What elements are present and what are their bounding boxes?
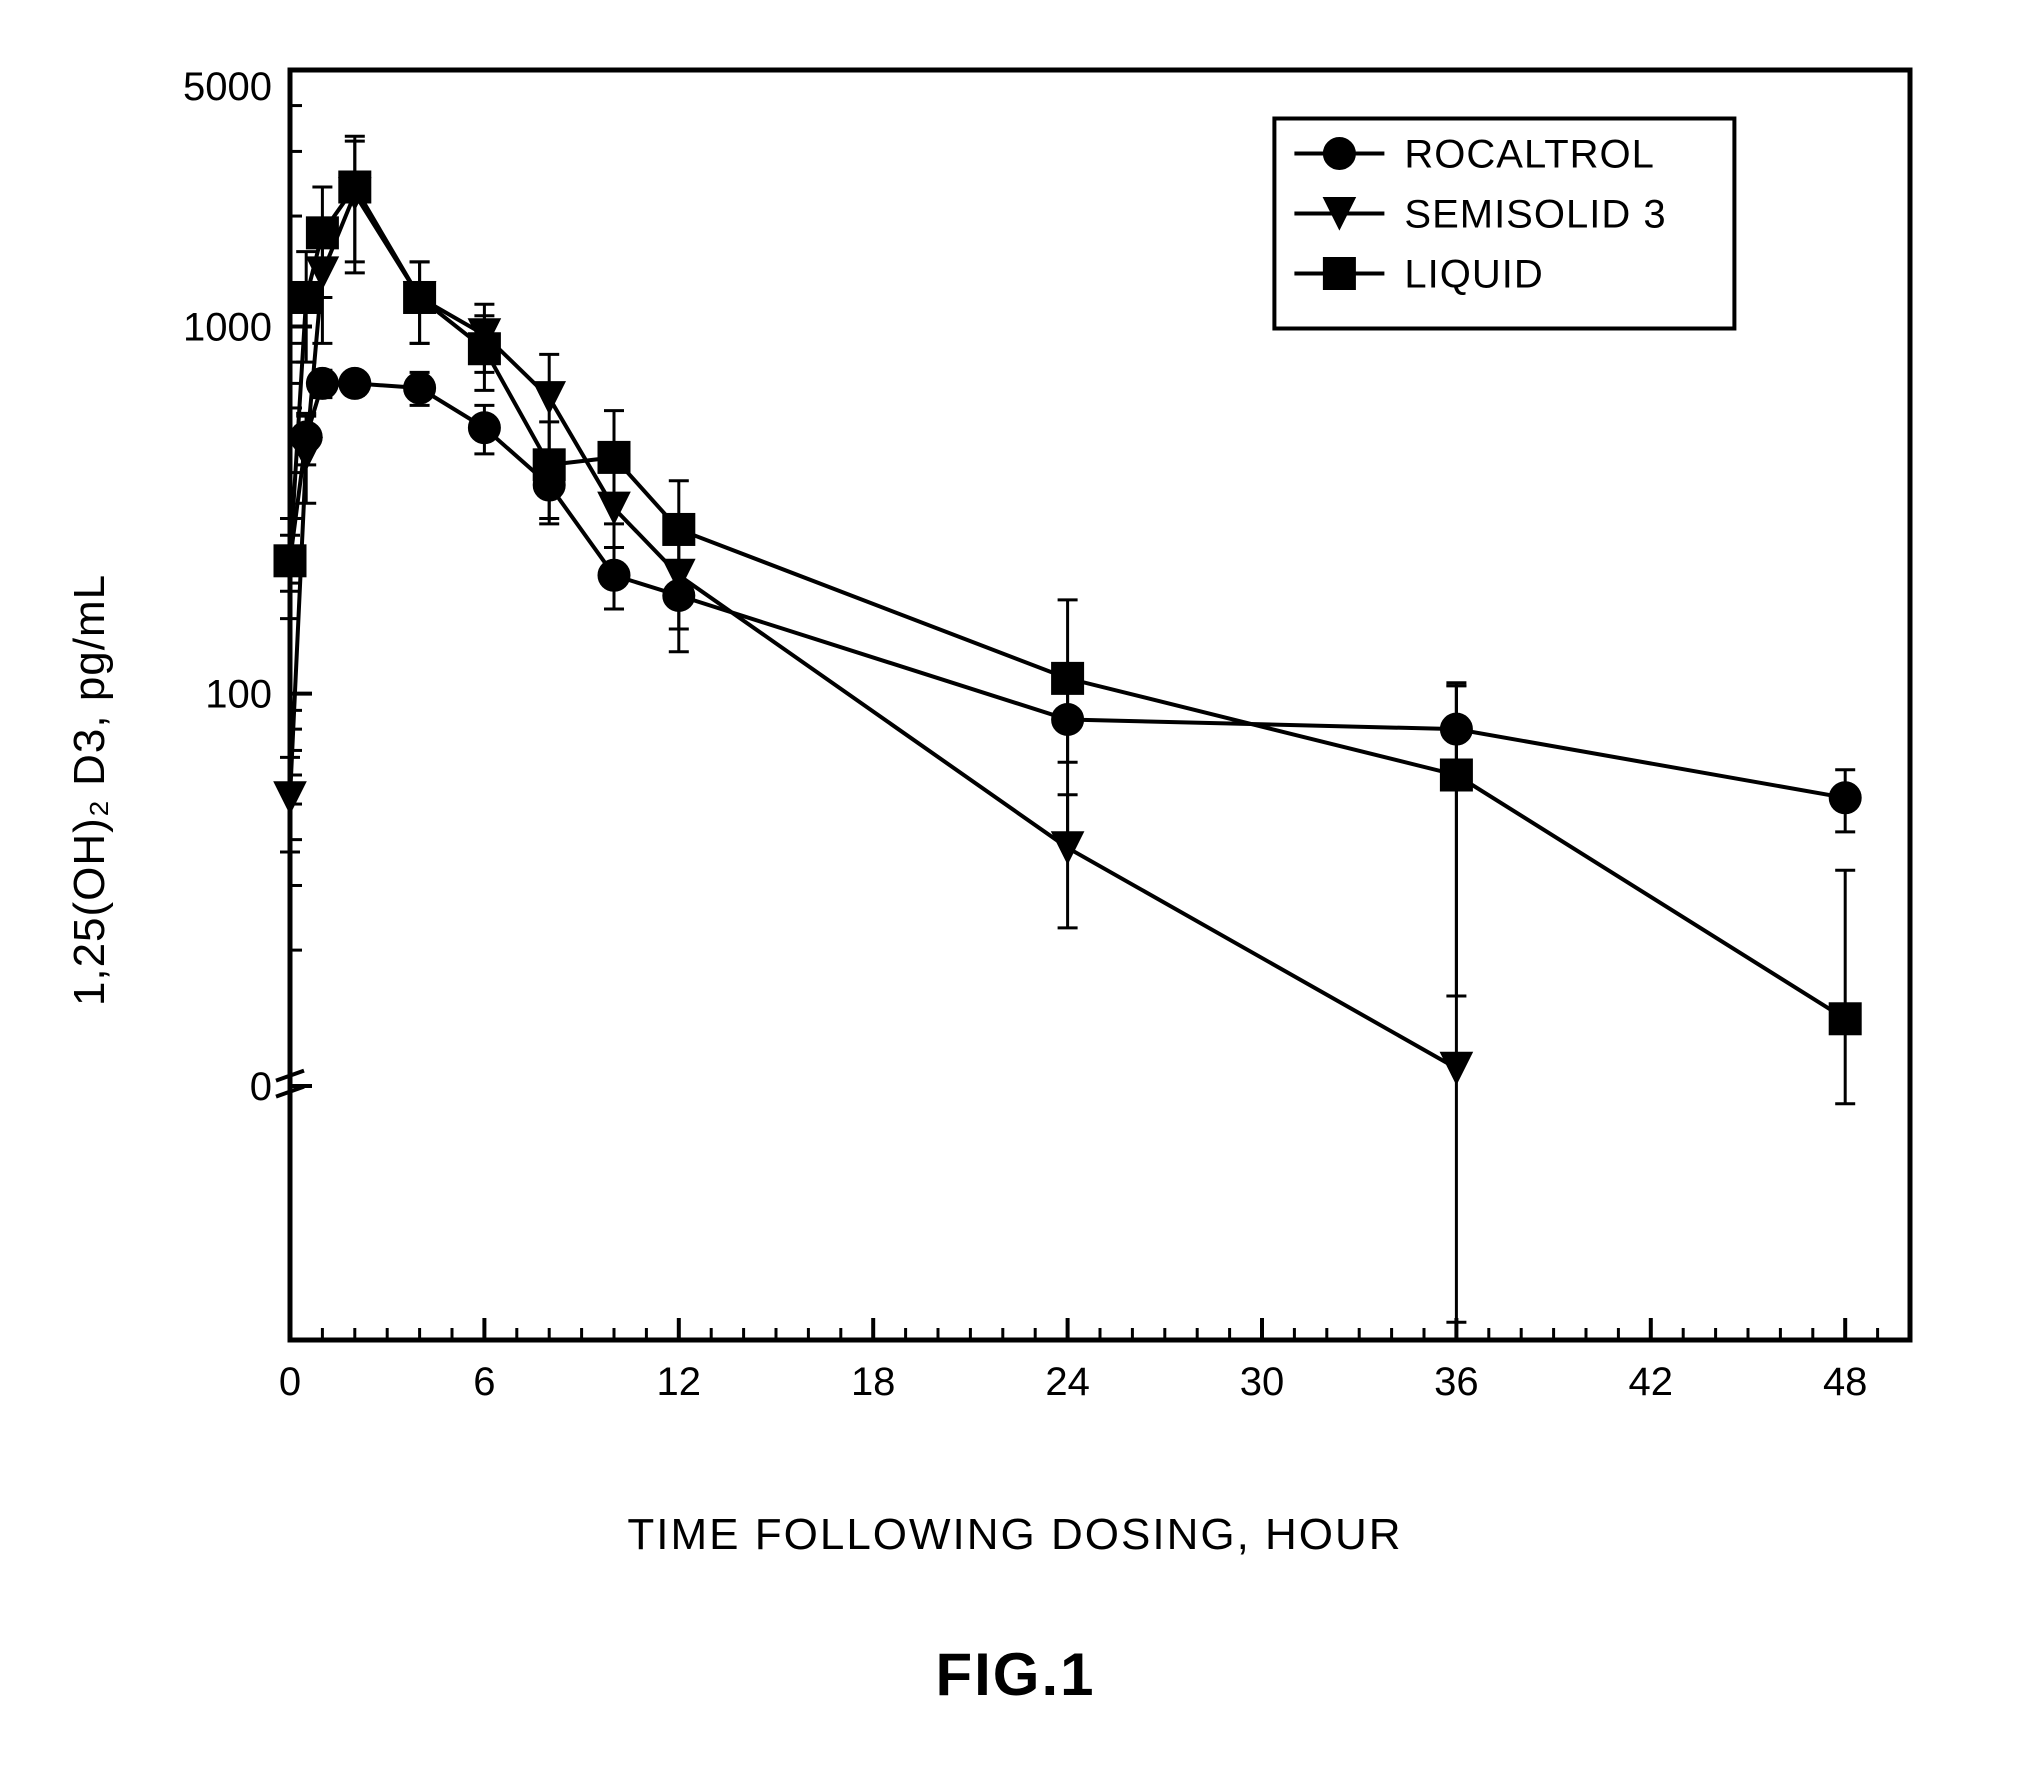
figure-caption: FIG.1	[0, 1640, 2031, 1709]
svg-text:ROCALTROL: ROCALTROL	[1404, 133, 1655, 177]
svg-text:6: 6	[473, 1360, 495, 1404]
svg-text:1000: 1000	[183, 306, 272, 350]
svg-text:48: 48	[1823, 1360, 1868, 1404]
svg-text:100: 100	[205, 673, 272, 717]
x-axis-label: TIME FOLLOWING DOSING, HOUR	[627, 1510, 1402, 1560]
y-axis-label: 1,25(OH)₂ D3, pg/mL	[65, 574, 115, 1006]
svg-text:12: 12	[657, 1360, 702, 1404]
svg-text:42: 42	[1629, 1360, 1674, 1404]
svg-text:30: 30	[1240, 1360, 1285, 1404]
svg-text:SEMISOLID 3: SEMISOLID 3	[1404, 193, 1666, 237]
svg-text:18: 18	[851, 1360, 896, 1404]
svg-text:0: 0	[279, 1360, 301, 1404]
chart-container: 1,25(OH)₂ D3, pg/mL 06121824303642481001…	[80, 40, 1950, 1580]
svg-text:36: 36	[1434, 1360, 1479, 1404]
svg-text:24: 24	[1045, 1360, 1090, 1404]
chart-svg: 0 6 12 18 24 30 36 42 48 100 1000 5000 0 ROCALTROL SEM…	[80, 40, 1950, 1460]
svg-text:0: 0	[250, 1065, 272, 1109]
svg-text:LIQUID: LIQUID	[1404, 253, 1543, 297]
svg-text:5000: 5000	[183, 65, 272, 109]
